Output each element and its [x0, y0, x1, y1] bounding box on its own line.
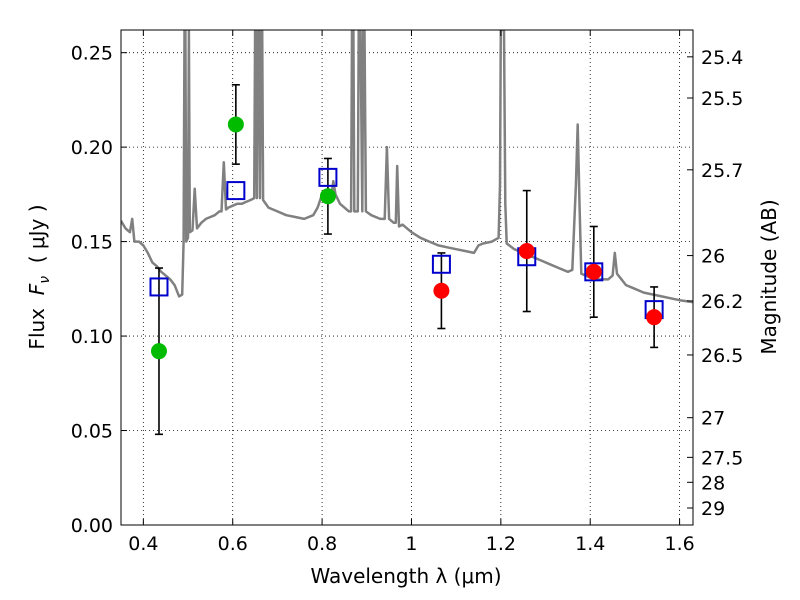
model-flux-square [584, 262, 604, 282]
y-axis-label: Flux Fν ( μJy ) [25, 204, 53, 349]
magnitude-tick-label: 25.4 [701, 47, 743, 69]
model-flux-square [226, 181, 246, 201]
observed-flux-point [646, 309, 663, 326]
x-tick-label: 1.4 [575, 533, 605, 555]
magnitude-tick-label: 25.7 [701, 160, 743, 182]
y-tick-label: 0.00 [71, 515, 113, 537]
magnitude-tick-label: 26.2 [701, 291, 743, 313]
model-photometry-series [149, 167, 664, 320]
observed-flux-point [585, 263, 602, 280]
magnitude-tick-label: 26.5 [701, 345, 743, 367]
y-tick-label: 0.15 [71, 232, 113, 254]
errorbar-series [154, 83, 659, 436]
model-spectrum-line [121, 30, 693, 304]
plot-frame [120, 29, 694, 526]
model-flux-square [149, 277, 169, 297]
y-tick-label: 0.05 [71, 421, 113, 443]
observed-flux-point [227, 116, 244, 133]
x-tick-label: 1.2 [486, 533, 516, 555]
observed-photometry-series [150, 116, 663, 360]
x-tick-label: 1 [405, 533, 417, 555]
grid [121, 30, 693, 526]
model-flux-square [431, 254, 451, 274]
magnitude-tick-label: 26 [701, 246, 725, 268]
y-tick-label: 0.25 [71, 43, 113, 65]
magnitude-tick-label: 27.5 [701, 447, 743, 469]
observed-flux-point [433, 282, 450, 299]
observed-flux-point [150, 343, 167, 360]
y-axis-ticks: 0.00 0.05 0.10 0.15 0.20 0.25 [71, 43, 127, 537]
magnitude-tick-label: 25.5 [701, 88, 743, 110]
y-tick-label: 0.10 [71, 326, 113, 348]
magnitude-tick-label: 27 [701, 408, 725, 430]
observed-flux-point [518, 243, 535, 260]
magnitude-tick-label: 28 [701, 472, 725, 494]
observed-flux-point [319, 188, 336, 205]
x-tick-label: 0.6 [218, 533, 248, 555]
x-tick-label: 0.8 [307, 533, 337, 555]
x-axis-label: Wavelength λ (μm) [310, 564, 501, 588]
x-tick-label: 1.6 [664, 533, 694, 555]
x-axis-ticks: 0.4 0.6 0.8 1 1.2 1.4 1.6 [128, 30, 695, 555]
y-tick-label: 0.20 [71, 137, 113, 159]
magnitude-axis-label: Magnitude (AB) [757, 199, 781, 354]
model-flux-square [318, 167, 338, 187]
magnitude-axis-ticks: 25.4 25.5 25.7 26 26.2 26.5 27 27.5 28 29 [687, 47, 743, 520]
spectrum-series [121, 30, 693, 304]
x-tick-label: 0.4 [128, 533, 158, 555]
magnitude-tick-label: 29 [701, 498, 725, 520]
